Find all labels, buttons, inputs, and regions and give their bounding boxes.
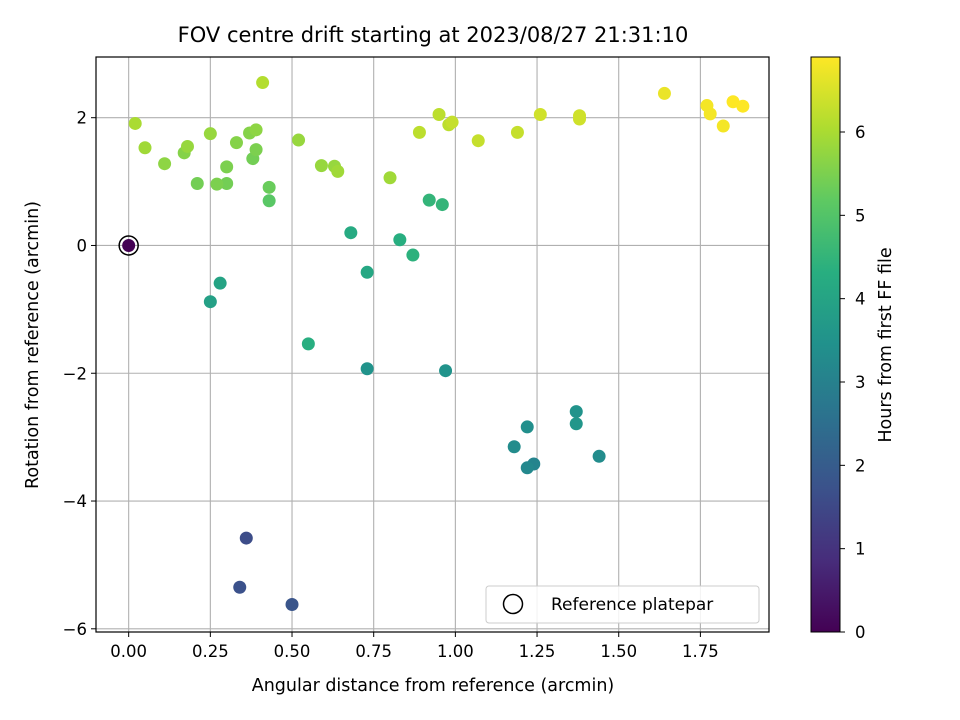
data-point <box>569 417 583 431</box>
colorbar-label: Hours from first FF file <box>876 247 896 442</box>
legend-box <box>485 585 760 624</box>
data-point <box>726 95 740 109</box>
reference-platepar-marker <box>118 235 139 256</box>
data-point <box>520 420 534 434</box>
data-point <box>256 76 270 90</box>
x-axis-ticks: 0.00 0.25 0.50 0.75 1.00 1.25 1.50 1.75 <box>110 632 719 661</box>
colorbar-tick-label: 2 <box>855 456 866 475</box>
colorbar-tick-label: 1 <box>855 540 866 559</box>
data-point <box>138 141 152 155</box>
data-point <box>262 180 276 194</box>
colorbar-tick-label: 6 <box>855 123 866 142</box>
data-points <box>118 76 750 612</box>
legend-label: Reference platepar <box>551 595 713 615</box>
data-point <box>190 177 204 190</box>
data-point <box>213 276 227 290</box>
data-point <box>533 108 547 121</box>
data-point <box>239 531 253 545</box>
data-point <box>180 139 194 153</box>
data-point <box>445 115 459 129</box>
y-axis-label: Rotation from reference (arcmin) <box>23 201 43 489</box>
data-point <box>210 177 224 191</box>
data-point <box>122 238 136 252</box>
data-point <box>249 123 263 137</box>
data-point <box>314 159 328 173</box>
data-point <box>520 461 534 475</box>
data-point <box>657 86 671 100</box>
x-tick-label: 1.00 <box>437 642 474 661</box>
data-point <box>249 143 263 157</box>
y-tick-label: −2 <box>63 364 87 383</box>
data-point <box>592 449 606 463</box>
data-point <box>360 362 374 376</box>
y-tick-label: −4 <box>63 492 87 511</box>
y-tick-label: 2 <box>77 109 88 128</box>
colorbar-tick-label: 3 <box>855 373 866 392</box>
x-tick-label: 0.00 <box>110 642 147 661</box>
y-tick-label: 0 <box>77 236 88 255</box>
colorbar-gradient <box>810 56 841 633</box>
y-axis-ticks: −6 −4 −2 0 2 <box>63 109 96 639</box>
data-point <box>422 193 436 207</box>
data-point <box>220 160 234 174</box>
data-point <box>229 136 243 150</box>
data-point <box>233 580 247 594</box>
data-point <box>510 125 524 139</box>
colorbar-tick-label: 5 <box>855 206 866 225</box>
data-point <box>716 119 730 133</box>
legend-marker-open-circle <box>502 593 524 615</box>
colorbar-ticks: 0 1 2 3 4 5 6 <box>840 123 866 642</box>
data-point <box>471 134 485 148</box>
data-point <box>406 248 420 262</box>
data-point <box>331 164 345 178</box>
x-tick-label: 0.25 <box>192 642 229 661</box>
data-point <box>292 133 306 147</box>
data-point <box>220 177 234 190</box>
grid <box>96 57 769 632</box>
data-point <box>301 337 315 351</box>
data-point <box>360 265 374 279</box>
data-point <box>736 99 750 113</box>
data-point <box>435 198 449 212</box>
x-tick-label: 1.50 <box>600 642 637 661</box>
x-tick-label: 0.75 <box>355 642 392 661</box>
data-point <box>703 107 717 121</box>
x-axis-label: Angular distance from reference (arcmin) <box>252 676 615 696</box>
data-point <box>507 440 521 454</box>
data-point <box>412 125 426 139</box>
colorbar-tick-label: 4 <box>855 290 866 309</box>
data-point <box>344 226 358 240</box>
data-point <box>393 233 407 247</box>
data-point <box>128 116 142 130</box>
data-point <box>569 405 583 419</box>
data-point <box>262 194 276 208</box>
y-tick-label: −6 <box>63 620 87 639</box>
data-point <box>383 171 397 185</box>
data-point <box>573 112 587 126</box>
plot-frame <box>95 56 770 633</box>
colorbar: 0 1 2 3 4 5 6 Hours from first FF file <box>810 56 896 642</box>
data-point <box>432 108 446 121</box>
x-tick-label: 1.25 <box>519 642 556 661</box>
data-point <box>439 364 453 378</box>
legend: Reference platepar <box>485 585 760 624</box>
data-point <box>203 127 217 141</box>
x-tick-label: 1.75 <box>682 642 719 661</box>
data-point <box>158 157 172 171</box>
data-point <box>203 295 217 309</box>
colorbar-tick-label: 0 <box>855 623 866 642</box>
chart-title: FOV centre drift starting at 2023/08/27 … <box>178 23 689 47</box>
x-tick-label: 0.50 <box>274 642 311 661</box>
data-point <box>285 598 299 612</box>
